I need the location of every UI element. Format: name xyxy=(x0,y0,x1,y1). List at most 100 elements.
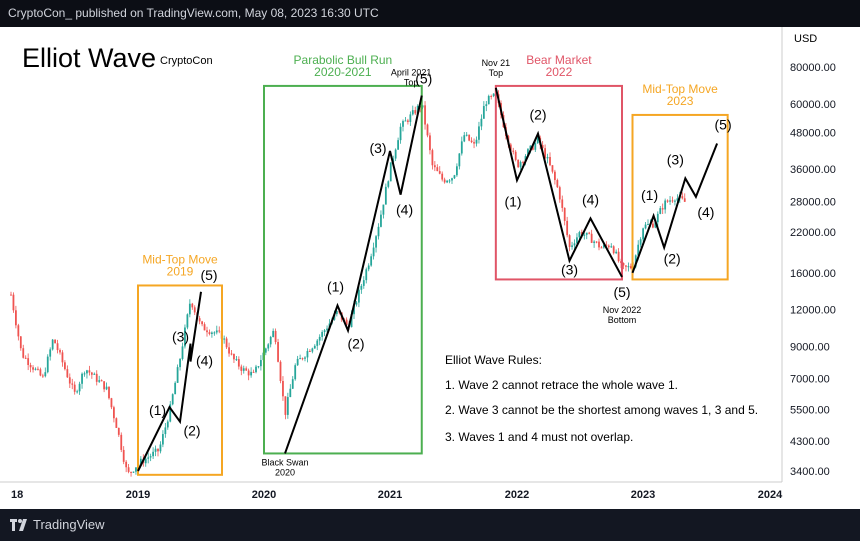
y-tick-label-12: 3400.00 xyxy=(790,466,830,478)
candle-body-265 xyxy=(659,208,662,214)
candle-body-67 xyxy=(174,382,177,395)
candle-body-248 xyxy=(617,251,620,262)
candle-body-137 xyxy=(345,319,348,325)
box-title-mid2023-1: 2023 xyxy=(667,94,694,108)
chart-author: CryptoCon xyxy=(160,55,213,67)
candle-body-33 xyxy=(90,372,93,375)
candle-body-5 xyxy=(22,348,25,358)
rule-3: 3. Waves 1 and 4 must not overlap. xyxy=(445,430,633,444)
rule-2: 2. Wave 3 cannot be the shortest among w… xyxy=(445,403,758,417)
candle-body-34 xyxy=(93,373,96,375)
candle-body-266 xyxy=(661,208,664,210)
candle-body-111 xyxy=(282,380,284,397)
candle-body-53 xyxy=(139,458,142,464)
candle-body-4 xyxy=(19,336,22,349)
candle-body-142 xyxy=(358,289,360,303)
candle-body-89 xyxy=(228,347,230,354)
candle-body-250 xyxy=(622,263,625,266)
tradingview-logo[interactable]: TradingView xyxy=(10,517,105,532)
candle-body-140 xyxy=(353,304,355,315)
tradingview-logo-icon xyxy=(10,518,27,531)
wave-label-3-3: (4) xyxy=(697,204,714,220)
candle-body-211 xyxy=(527,149,529,157)
candle-body-272 xyxy=(676,198,679,201)
candle-body-190 xyxy=(475,139,478,144)
tradingview-footer: TradingView xyxy=(0,509,860,541)
wave-label-1-1: (2) xyxy=(347,335,364,351)
candle-body-38 xyxy=(103,381,105,390)
candle-body-268 xyxy=(666,200,669,202)
candle-body-175 xyxy=(438,171,441,174)
candle-body-100 xyxy=(255,366,257,373)
y-tick-label-4: 28000.00 xyxy=(790,196,836,208)
candle-body-157 xyxy=(394,149,397,159)
candle-body-258 xyxy=(642,228,644,240)
candle-body-98 xyxy=(250,371,252,376)
candle-body-215 xyxy=(536,137,539,144)
candle-body-158 xyxy=(397,140,399,150)
candle-body-174 xyxy=(436,167,439,172)
candle-body-143 xyxy=(360,285,363,290)
candle-body-3 xyxy=(17,325,20,337)
candle-body-87 xyxy=(223,338,226,340)
candle-body-245 xyxy=(610,246,613,248)
candle-body-164 xyxy=(411,110,414,115)
candle-body-83 xyxy=(213,332,216,334)
candle-body-182 xyxy=(456,166,458,176)
candle-body-214 xyxy=(534,143,537,150)
candle-body-207 xyxy=(517,159,520,168)
candle-body-107 xyxy=(272,330,275,337)
candle-body-56 xyxy=(147,457,150,459)
candle-body-267 xyxy=(664,200,667,210)
candle-body-90 xyxy=(230,353,233,355)
candle-body-65 xyxy=(169,404,172,422)
candle-body-274 xyxy=(681,196,684,199)
candle-body-263 xyxy=(654,222,657,228)
candle-body-243 xyxy=(605,244,608,246)
candle-body-12 xyxy=(39,369,42,376)
candle-body-29 xyxy=(81,373,83,384)
y-tick-label-6: 16000.00 xyxy=(790,268,836,280)
candle-body-23 xyxy=(66,369,69,378)
y-tick-label-2: 48000.00 xyxy=(790,127,836,139)
candle-body-108 xyxy=(274,330,277,343)
candle-body-161 xyxy=(404,120,407,122)
candle-body-275 xyxy=(683,198,686,202)
candle-body-55 xyxy=(144,458,147,464)
candle-body-160 xyxy=(402,121,404,127)
candle-body-109 xyxy=(277,342,279,362)
candle-body-2 xyxy=(15,310,17,326)
annotation-1-1: Top xyxy=(404,78,419,88)
candle-body-177 xyxy=(443,179,446,183)
candle-body-150 xyxy=(377,226,380,237)
candle-body-145 xyxy=(365,269,368,281)
candle-body-58 xyxy=(152,451,154,457)
candle-body-19 xyxy=(56,343,59,351)
candle-body-57 xyxy=(149,456,152,458)
candle-body-30 xyxy=(83,373,86,375)
candle-body-262 xyxy=(652,223,654,228)
candle-body-232 xyxy=(578,232,581,238)
candle-body-72 xyxy=(186,314,189,328)
candle-body-180 xyxy=(451,178,453,181)
box-bull xyxy=(263,84,423,455)
annotation-0-1: 2020 xyxy=(275,467,295,477)
candle-body-102 xyxy=(260,360,262,367)
candle-body-153 xyxy=(384,186,387,205)
wave-path-2 xyxy=(494,87,623,278)
candle-body-92 xyxy=(235,359,238,361)
y-tick-label-10: 5500.00 xyxy=(790,404,830,416)
box-title-mid2019-1: 2019 xyxy=(167,264,194,278)
candle-body-206 xyxy=(514,151,517,160)
box-bear xyxy=(494,84,624,281)
candle-body-257 xyxy=(639,239,642,245)
candle-body-123 xyxy=(311,348,314,352)
y-tick-label-1: 60000.00 xyxy=(790,99,836,111)
candle-body-183 xyxy=(458,153,461,167)
candle-body-271 xyxy=(674,200,676,202)
candle-body-43 xyxy=(115,418,118,428)
candle-body-227 xyxy=(566,220,569,236)
candle-body-246 xyxy=(612,246,615,254)
